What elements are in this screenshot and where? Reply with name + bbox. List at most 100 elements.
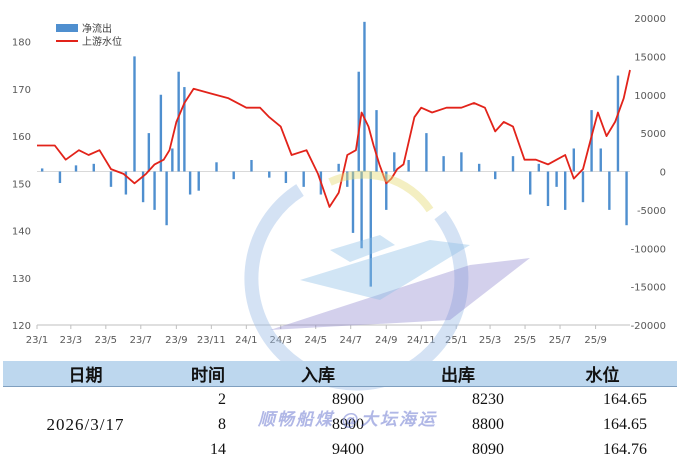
y-right-tick-label: 5000 [641,129,666,140]
net-outflow-bar [572,148,575,172]
net-outflow-bar [363,21,366,172]
net-outflow-bar [268,171,271,178]
net-outflow-bar [546,171,550,207]
net-outflow-bar [385,171,388,210]
x-tick-label: 24/3 [270,335,292,346]
net-outflow-bar [177,71,180,172]
header-date: 日期 [3,361,168,387]
outflow-cell: 8800 [472,415,504,433]
net-outflow-bar [58,171,62,184]
time-cell: 2 [218,390,226,408]
net-outflow-bar [109,171,113,187]
net-outflow-bar [511,156,515,172]
y-left-tick-label: 170 [12,85,31,96]
net-outflow-bar [537,163,541,172]
x-tick-label: 24/7 [339,335,361,346]
net-outflow-bar [147,133,151,172]
chart-area: 120 130 140 150 160 170 180 -20000 -15000 -10000 -… [12,14,666,346]
table-row: 14 9400 8090 164.76 [3,437,677,462]
y-right-tick-label: -5000 [637,206,666,217]
level-cell: 164.76 [603,440,647,458]
table-row: 8 8900 8800 164.65 [3,412,677,437]
net-outflow-bar [92,163,95,172]
y-left-tick-label: 150 [12,179,31,190]
net-outflow-bar [232,171,235,180]
outflow-cell: 8230 [472,390,504,408]
net-outflow-bar [302,171,305,187]
x-tick-label: 24/1 [235,335,257,346]
net-outflow-bar [393,152,396,172]
y-left-tick-label: 140 [12,227,31,238]
x-tick-label: 25/1 [445,335,467,346]
inflow-cell: 8900 [332,390,364,408]
x-tick-label: 24/9 [375,335,397,346]
y-right-tick-label: 15000 [634,52,666,63]
header-outflow: 出库 [388,361,528,387]
net-outflow-bar [616,75,620,172]
net-outflow-bar [159,94,163,172]
net-outflow-bar [375,110,378,172]
net-outflow-bar [425,133,428,172]
net-outflow-bar [171,148,174,172]
y-right-tick-label: -20000 [631,321,666,332]
inflow-cell: 9400 [332,440,364,458]
net-outflow-bar [346,171,349,187]
net-outflow-bar [599,148,602,172]
y-right-tick-label: 10000 [634,91,666,102]
table-row: 2026/3/17 2 8900 8230 164.65 [3,387,677,434]
net-outflow-bar [590,110,593,172]
x-tick-label: 25/5 [514,335,536,346]
y-right-tick-label: 0 [660,168,666,179]
net-outflow-bar [407,159,410,172]
legend-swatch-bars [56,24,78,32]
net-outflow-bar [40,168,44,172]
net-outflow-bar [442,156,445,172]
y-left-tick-label: 180 [12,38,31,49]
legend-label-bars: 净流出 [82,22,112,35]
time-cell: 14 [210,440,226,458]
y-right-tick-label: 20000 [634,14,666,25]
net-outflow-bar [581,171,585,203]
outflow-cell: 8090 [472,440,504,458]
net-outflow-bar [360,171,363,249]
axis-ticks: 120 130 140 150 160 170 180 -20000 -15000 -10000 -… [12,14,666,346]
net-outflow-bar [337,163,340,172]
net-outflow-bar [188,171,192,195]
x-tick-label: 25/9 [584,335,606,346]
net-outflow-bar [215,162,218,172]
y-left-tick-label: 160 [12,132,31,143]
net-outflow-bar [197,171,200,191]
net-outflow-bar [369,171,372,287]
water-level-line [37,69,631,208]
x-tick-label: 24/5 [304,335,326,346]
net-outflow-bars [40,21,628,287]
x-tick-label: 25/7 [549,335,571,346]
net-outflow-bar [124,171,128,195]
net-outflow-bar [460,152,463,172]
header-time: 时间 [168,361,248,387]
net-outflow-bar [183,87,186,172]
net-outflow-bar [477,163,481,172]
chart-svg: 120 130 140 150 160 170 180 -20000 -15000 -10000 -… [12,14,666,346]
y-right-tick-label: -15000 [631,283,666,294]
level-cell: 164.65 [603,390,647,408]
net-outflow-bar [563,171,567,210]
x-tick-label: 23/11 [197,335,226,346]
time-cell: 8 [218,415,226,433]
y-right-tick-label: -10000 [631,244,666,255]
net-outflow-bar [555,171,558,187]
net-outflow-bar [250,159,253,172]
net-outflow-bar [357,71,360,172]
date-cell: 2026/3/17 [46,414,125,434]
x-tick-label: 23/5 [95,335,117,346]
x-tick-label: 23/3 [60,335,82,346]
header-inflow: 入库 [248,361,388,387]
data-table: 日期 时间 入库 出库 水位 2026/3/17 2 8900 8230 164… [3,361,677,462]
net-outflow-bar [625,171,628,226]
net-outflow-bar [165,171,168,226]
x-tick-label: 25/3 [479,335,501,346]
net-outflow-bar [141,171,145,203]
reservoir-data-table: 日期 时间 入库 出库 水位 2026/3/17 2 8900 8230 164… [0,361,681,469]
y-left-tick-label: 130 [12,274,31,285]
